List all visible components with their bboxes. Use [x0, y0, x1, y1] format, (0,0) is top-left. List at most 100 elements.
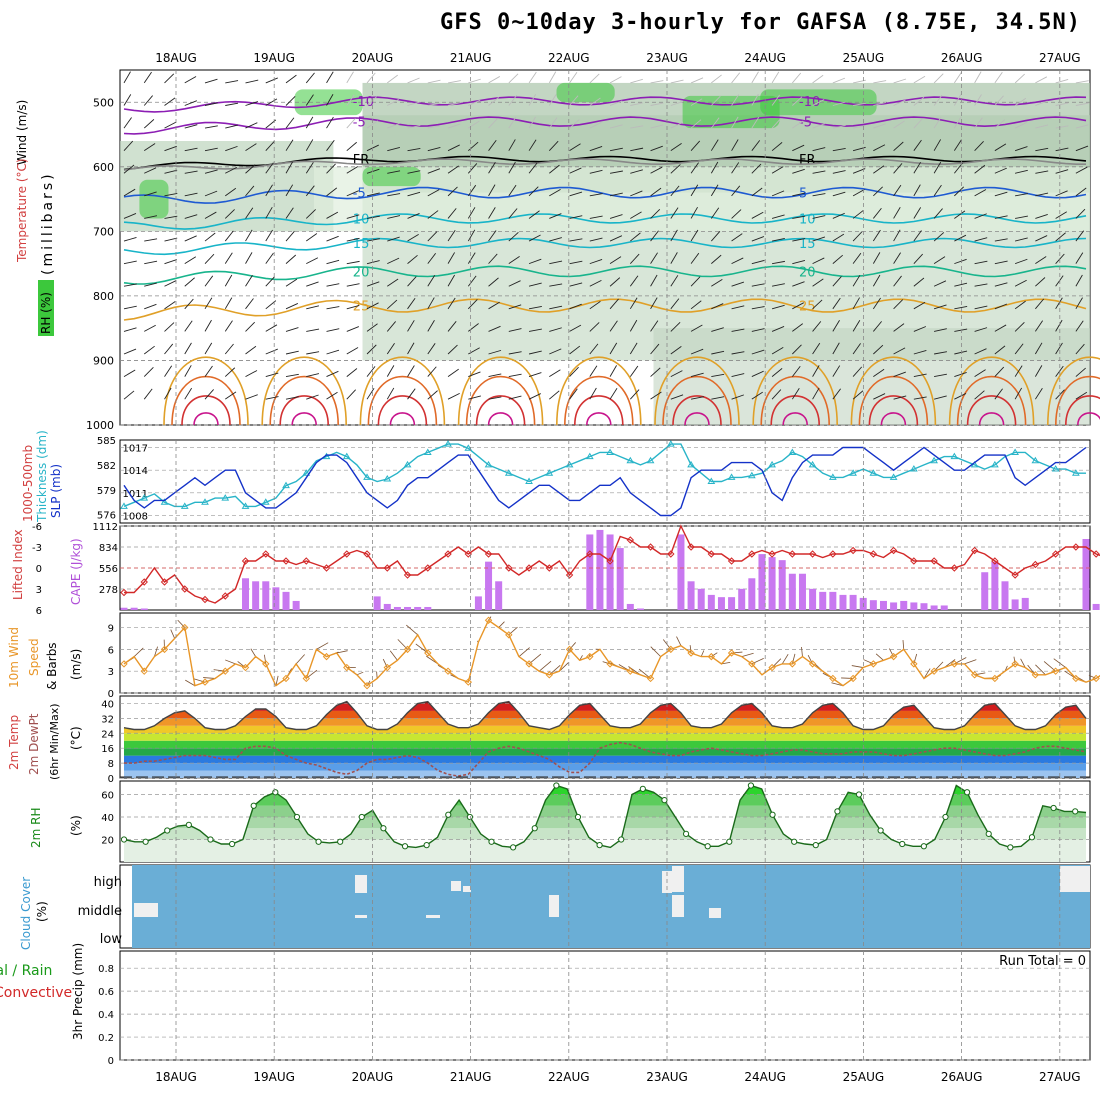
contour-label: -10 — [353, 95, 374, 110]
wind-barb — [913, 396, 927, 400]
lifted-index-line-point — [484, 550, 493, 558]
wind-barb — [447, 274, 456, 287]
wind-barb — [447, 368, 459, 377]
wind-barb — [569, 238, 583, 242]
wind-barb — [751, 236, 765, 242]
wind-speed-line-point — [464, 678, 473, 686]
y-axis-label: (millibars) — [40, 171, 56, 275]
wind-barb — [690, 396, 704, 400]
wind-barb — [974, 71, 982, 84]
lifted-index-line-point — [363, 550, 371, 558]
wind-barb — [609, 76, 622, 84]
date-label-bottom: 25AUG — [843, 1070, 885, 1084]
wind-barb — [670, 394, 684, 400]
wind-barb — [366, 168, 380, 174]
wind-barb — [123, 327, 137, 332]
temp-contour — [123, 158, 1086, 171]
wind-barb — [792, 192, 806, 197]
wind-barb — [589, 73, 600, 84]
wind-barb — [670, 298, 680, 310]
thickness-line-point — [990, 460, 999, 468]
wind-barb — [792, 259, 806, 265]
wind-barb — [326, 283, 340, 287]
wind-barb — [812, 215, 826, 219]
wind-barb — [285, 373, 299, 378]
wind-barb — [731, 209, 742, 219]
right-axis-label: SLP (mb) — [49, 464, 63, 518]
wind-barb — [366, 260, 380, 265]
wind-barb — [589, 279, 602, 287]
wind-barb — [913, 373, 927, 378]
wind-barb — [164, 365, 173, 377]
cape-bar — [120, 607, 128, 610]
wind-barb — [731, 94, 740, 106]
left-axis-label-2: (%) — [35, 901, 49, 922]
wind-barb — [893, 323, 905, 332]
wind-barb — [508, 328, 522, 332]
cape-bar — [991, 561, 999, 610]
wind-barb — [994, 191, 1008, 197]
wind-barb — [528, 210, 540, 219]
lifted-index-line-point — [565, 571, 574, 579]
wind-barb — [690, 140, 701, 151]
thickness-line-point — [302, 469, 311, 476]
contour-label: FR — [353, 153, 370, 168]
wind-speed-line-point — [626, 667, 635, 675]
contour-label: 20 — [353, 265, 370, 280]
wind-barb — [934, 373, 947, 378]
wind-speed-line-point — [484, 616, 493, 624]
tick-label: 0.4 — [98, 1010, 114, 1021]
wind-barb — [508, 351, 522, 355]
wind-barb — [164, 343, 174, 355]
thickness-line-point — [626, 456, 635, 464]
temp-contour — [123, 265, 1087, 285]
rh-line-point — [207, 836, 214, 843]
wind-barb — [933, 208, 943, 219]
surface-wind-barb — [170, 629, 175, 639]
wind-barb — [1015, 215, 1028, 219]
wind-barb — [893, 347, 906, 355]
wind-barb — [508, 208, 518, 219]
wind-barb — [265, 140, 275, 151]
wind-barb — [468, 371, 481, 378]
cape-bar — [819, 591, 827, 610]
wind-barb — [812, 99, 825, 106]
wind-barb — [852, 366, 863, 377]
temp-side-label: Temperature (°C) — [15, 158, 29, 263]
wind-barb — [710, 230, 721, 242]
wind-barb — [164, 121, 177, 129]
cloud-block — [355, 875, 367, 893]
wind-barb — [913, 96, 925, 106]
lifted-index-line-point — [991, 557, 999, 565]
wind-barb — [893, 275, 902, 287]
wind-barb — [245, 321, 256, 332]
wind-barb — [650, 208, 661, 219]
wind-barb — [407, 191, 421, 197]
wind-barb — [711, 373, 725, 378]
surface-wind-barb — [923, 668, 931, 679]
left-tick-label: 585 — [97, 436, 116, 447]
surface-wind-barb — [356, 671, 364, 676]
date-label-bottom: 18AUG — [155, 1070, 197, 1084]
wind-barb — [1014, 300, 1026, 310]
wind-barb — [467, 163, 478, 174]
temp-diurnal-loop — [850, 356, 937, 426]
wind-barb — [872, 229, 881, 242]
rh-shade-band — [314, 166, 1090, 232]
thickness-line-point — [342, 452, 351, 460]
wind-barb — [852, 343, 861, 355]
wind-barb — [427, 125, 441, 129]
contour-label: 20 — [799, 265, 816, 280]
temp-diurnal-loop — [782, 412, 808, 426]
wind-barb — [1055, 125, 1069, 129]
thickness-line-point — [930, 456, 938, 464]
wind-barb — [933, 94, 943, 106]
wind-barb — [366, 215, 380, 219]
wind-barb — [407, 342, 415, 355]
wind-barb — [953, 71, 962, 84]
wind-barb — [1055, 319, 1063, 332]
wind-barb — [629, 297, 638, 310]
wind-barb — [873, 80, 887, 84]
wind-barb — [164, 387, 172, 400]
